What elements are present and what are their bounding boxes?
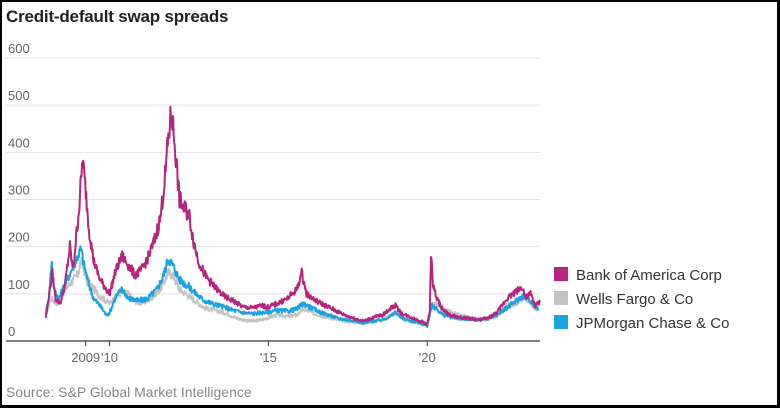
gridlines [6, 57, 540, 342]
x-tick-label-3: '20 [419, 350, 436, 365]
y-tick-label-600: 600 [8, 41, 30, 56]
legend: Bank of America Corp Wells Fargo & Co JPMo… [554, 267, 729, 332]
legend-label-bank-of-america-corp: Bank of America Corp [576, 267, 722, 284]
legend-swatch-jpmorgan-chase-co [554, 315, 568, 329]
y-tick-label-500: 500 [8, 88, 30, 103]
series-lines [45, 105, 541, 328]
legend-swatch-wells-fargo-co [554, 291, 568, 305]
x-axis-ticks: 2009'10 '15 '20 [71, 341, 436, 365]
y-tick-label-100: 100 [8, 277, 30, 292]
y-axis-ticks: 0 100 200 300 400 500 600 [8, 41, 30, 339]
chart-title: Credit-default swap spreads [6, 7, 229, 26]
x-tick-label-0: 2009 [71, 350, 100, 365]
legend-label-wells-fargo-co: Wells Fargo & Co [576, 291, 693, 308]
legend-swatch-bank-of-america-corp [554, 267, 568, 281]
y-tick-label-0: 0 [8, 324, 15, 339]
x-tick-label-1: '10 [101, 350, 118, 365]
chart-plot: 0 100 200 300 400 500 600 2009'10 '15 '20 Bank o… [6, 41, 729, 365]
series-line-bank-of-america-corp [45, 105, 541, 327]
y-tick-label-300: 300 [8, 183, 30, 198]
y-tick-label-400: 400 [8, 135, 30, 150]
chart-source: Source: S&P Global Market Intelligence [6, 384, 252, 400]
y-tick-label-200: 200 [8, 230, 30, 245]
legend-label-jpmorgan-chase-co: JPMorgan Chase & Co [576, 315, 729, 332]
x-tick-label-2: '15 [260, 350, 277, 365]
